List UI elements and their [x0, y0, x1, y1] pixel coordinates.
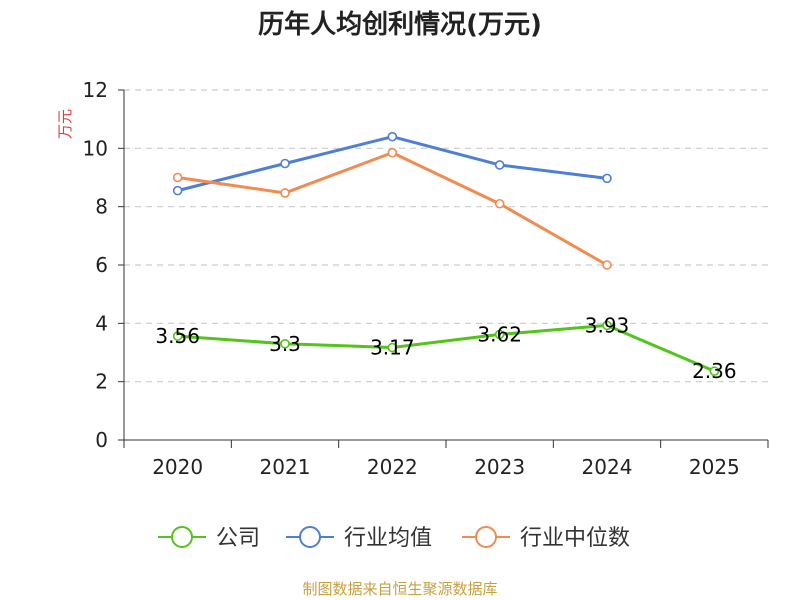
data-point[interactable]: [280, 338, 290, 349]
x-tick-label: 2023: [474, 455, 525, 479]
data-label: 3.17: [370, 336, 415, 360]
series: [172, 131, 720, 376]
y-tick-label: 0: [95, 428, 108, 452]
x-tick-label: 2025: [689, 455, 740, 479]
data-point[interactable]: [172, 172, 183, 183]
data-point[interactable]: [602, 260, 612, 270]
legend-label: 公司: [216, 526, 260, 551]
y-tick-label: 4: [95, 311, 108, 335]
y-axis-label: 万元: [56, 109, 74, 139]
data-labels: 3.56 3.3 3.17 3.62 3.93 2.36: [155, 313, 736, 383]
data-point[interactable]: [494, 198, 505, 209]
y-tick-label: 10: [83, 136, 108, 160]
grid: [124, 89, 768, 383]
series-line-1: [177, 135, 608, 193]
y-tick-label: 6: [95, 253, 108, 277]
legend-label: 行业中位数: [520, 526, 630, 551]
data-point[interactable]: [494, 160, 505, 170]
source-note: 制图数据来自恒生聚源数据库: [302, 580, 497, 598]
x-tick-label: 2021: [260, 455, 311, 479]
x-tick-label: 2024: [582, 455, 633, 479]
legend-marker: [171, 526, 193, 548]
y-tick-label: 12: [83, 78, 108, 102]
data-label: 3.62: [477, 322, 522, 346]
data-point[interactable]: [387, 342, 398, 353]
x-tick-label: 2020: [152, 455, 203, 479]
data-label: 3.3: [269, 332, 301, 356]
legend-marker: [299, 526, 321, 548]
y-tick-label: 8: [95, 195, 108, 219]
data-label: 2.36: [692, 359, 737, 383]
legend-item-1[interactable]: 行业均值: [286, 526, 432, 551]
legend-label: 行业均值: [344, 526, 432, 551]
data-point[interactable]: [280, 188, 290, 198]
data-point[interactable]: [602, 320, 612, 331]
data-label: 3.93: [585, 313, 630, 337]
data-point[interactable]: [387, 147, 398, 158]
data-point[interactable]: [172, 331, 183, 341]
data-point[interactable]: [494, 329, 505, 340]
chart-title: 历年人均创利情况(万元): [258, 9, 542, 40]
data-label: 3.56: [155, 324, 200, 348]
legend-marker: [475, 526, 497, 548]
data-point[interactable]: [387, 131, 398, 142]
legend-item-0[interactable]: 公司: [158, 526, 260, 551]
series-line-0: [177, 323, 715, 373]
axes: 0 2 4 6 8 10 12 2020 2021 2022 2023 2024 2025: [83, 78, 769, 479]
y-tick-label: 2: [95, 370, 108, 394]
data-point[interactable]: [602, 173, 612, 184]
data-point[interactable]: [709, 366, 720, 376]
data-point[interactable]: [172, 185, 183, 196]
data-point[interactable]: [280, 158, 290, 169]
legend-item-2[interactable]: 行业中位数: [462, 526, 630, 551]
legend: 公司 行业均值 行业中位数: [158, 526, 630, 551]
x-tick-label: 2022: [367, 455, 418, 479]
